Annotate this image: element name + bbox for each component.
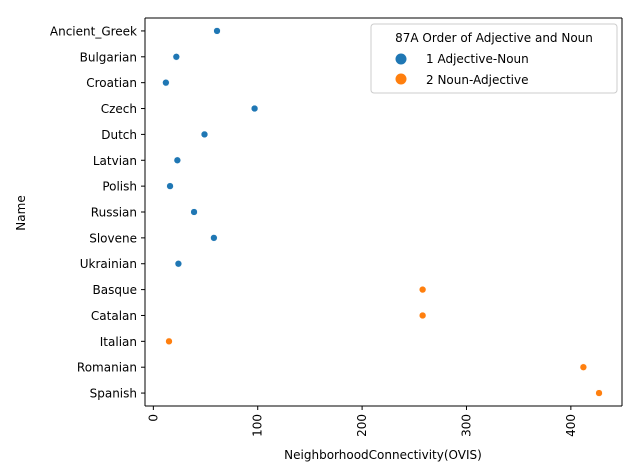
data-point	[579, 363, 588, 371]
y-tick-label: Slovene	[89, 231, 137, 245]
y-tick-label: Ukrainian	[80, 257, 137, 271]
x-tick-label: 0	[146, 414, 160, 422]
legend-frame	[370, 23, 618, 94]
legend: 87A Order of Adjective and Noun 1 Adject…	[370, 23, 618, 94]
y-tick-label: Bulgarian	[80, 50, 137, 64]
data-point	[210, 234, 218, 242]
data-point	[174, 260, 183, 268]
x-tick-label: 300	[459, 414, 473, 437]
y-tick-label: Czech	[101, 102, 137, 116]
y-tick-label: Basque	[93, 283, 137, 297]
data-point	[166, 182, 174, 190]
data-point	[213, 27, 221, 35]
y-tick-label: Ancient_Greek	[50, 24, 137, 38]
x-axis-ticks: 0 100 200 300 400	[146, 406, 578, 437]
data-points	[162, 27, 603, 397]
legend-marker-adjective-noun	[395, 53, 407, 65]
legend-label-noun-adjective: 2 Noun-Adjective	[426, 73, 529, 87]
y-axis-label: Name	[14, 195, 28, 230]
data-point	[173, 156, 182, 164]
data-point	[250, 104, 259, 113]
y-axis-ticks: Ancient_Greek Bulgarian Croatian Czech Dutch…	[50, 24, 145, 401]
data-point	[418, 311, 427, 320]
x-axis-label: NeighborhoodConnectivity(OVIS)	[284, 448, 482, 462]
x-tick-label: 100	[251, 414, 265, 437]
y-tick-label: Polish	[102, 180, 137, 194]
y-tick-label: Russian	[91, 206, 137, 220]
x-tick-label: 400	[564, 414, 578, 437]
y-tick-label: Croatian	[86, 76, 137, 90]
data-point	[595, 389, 603, 397]
y-tick-label: Italian	[100, 335, 137, 349]
x-tick-label: 200	[355, 414, 369, 437]
y-tick-label: Latvian	[93, 154, 137, 168]
y-tick-label: Spanish	[90, 387, 137, 401]
y-tick-label: Romanian	[77, 361, 137, 375]
data-point	[162, 79, 170, 87]
legend-label-adjective-noun: 1 Adjective-Noun	[426, 52, 529, 66]
data-point	[165, 337, 173, 345]
y-tick-label: Dutch	[101, 128, 137, 142]
data-point	[418, 285, 427, 294]
data-point	[190, 208, 198, 216]
data-point	[200, 130, 209, 139]
data-point	[172, 53, 180, 61]
y-tick-label: Catalan	[91, 309, 137, 323]
legend-marker-noun-adjective	[395, 73, 407, 85]
legend-title: 87A Order of Adjective and Noun	[395, 31, 593, 45]
